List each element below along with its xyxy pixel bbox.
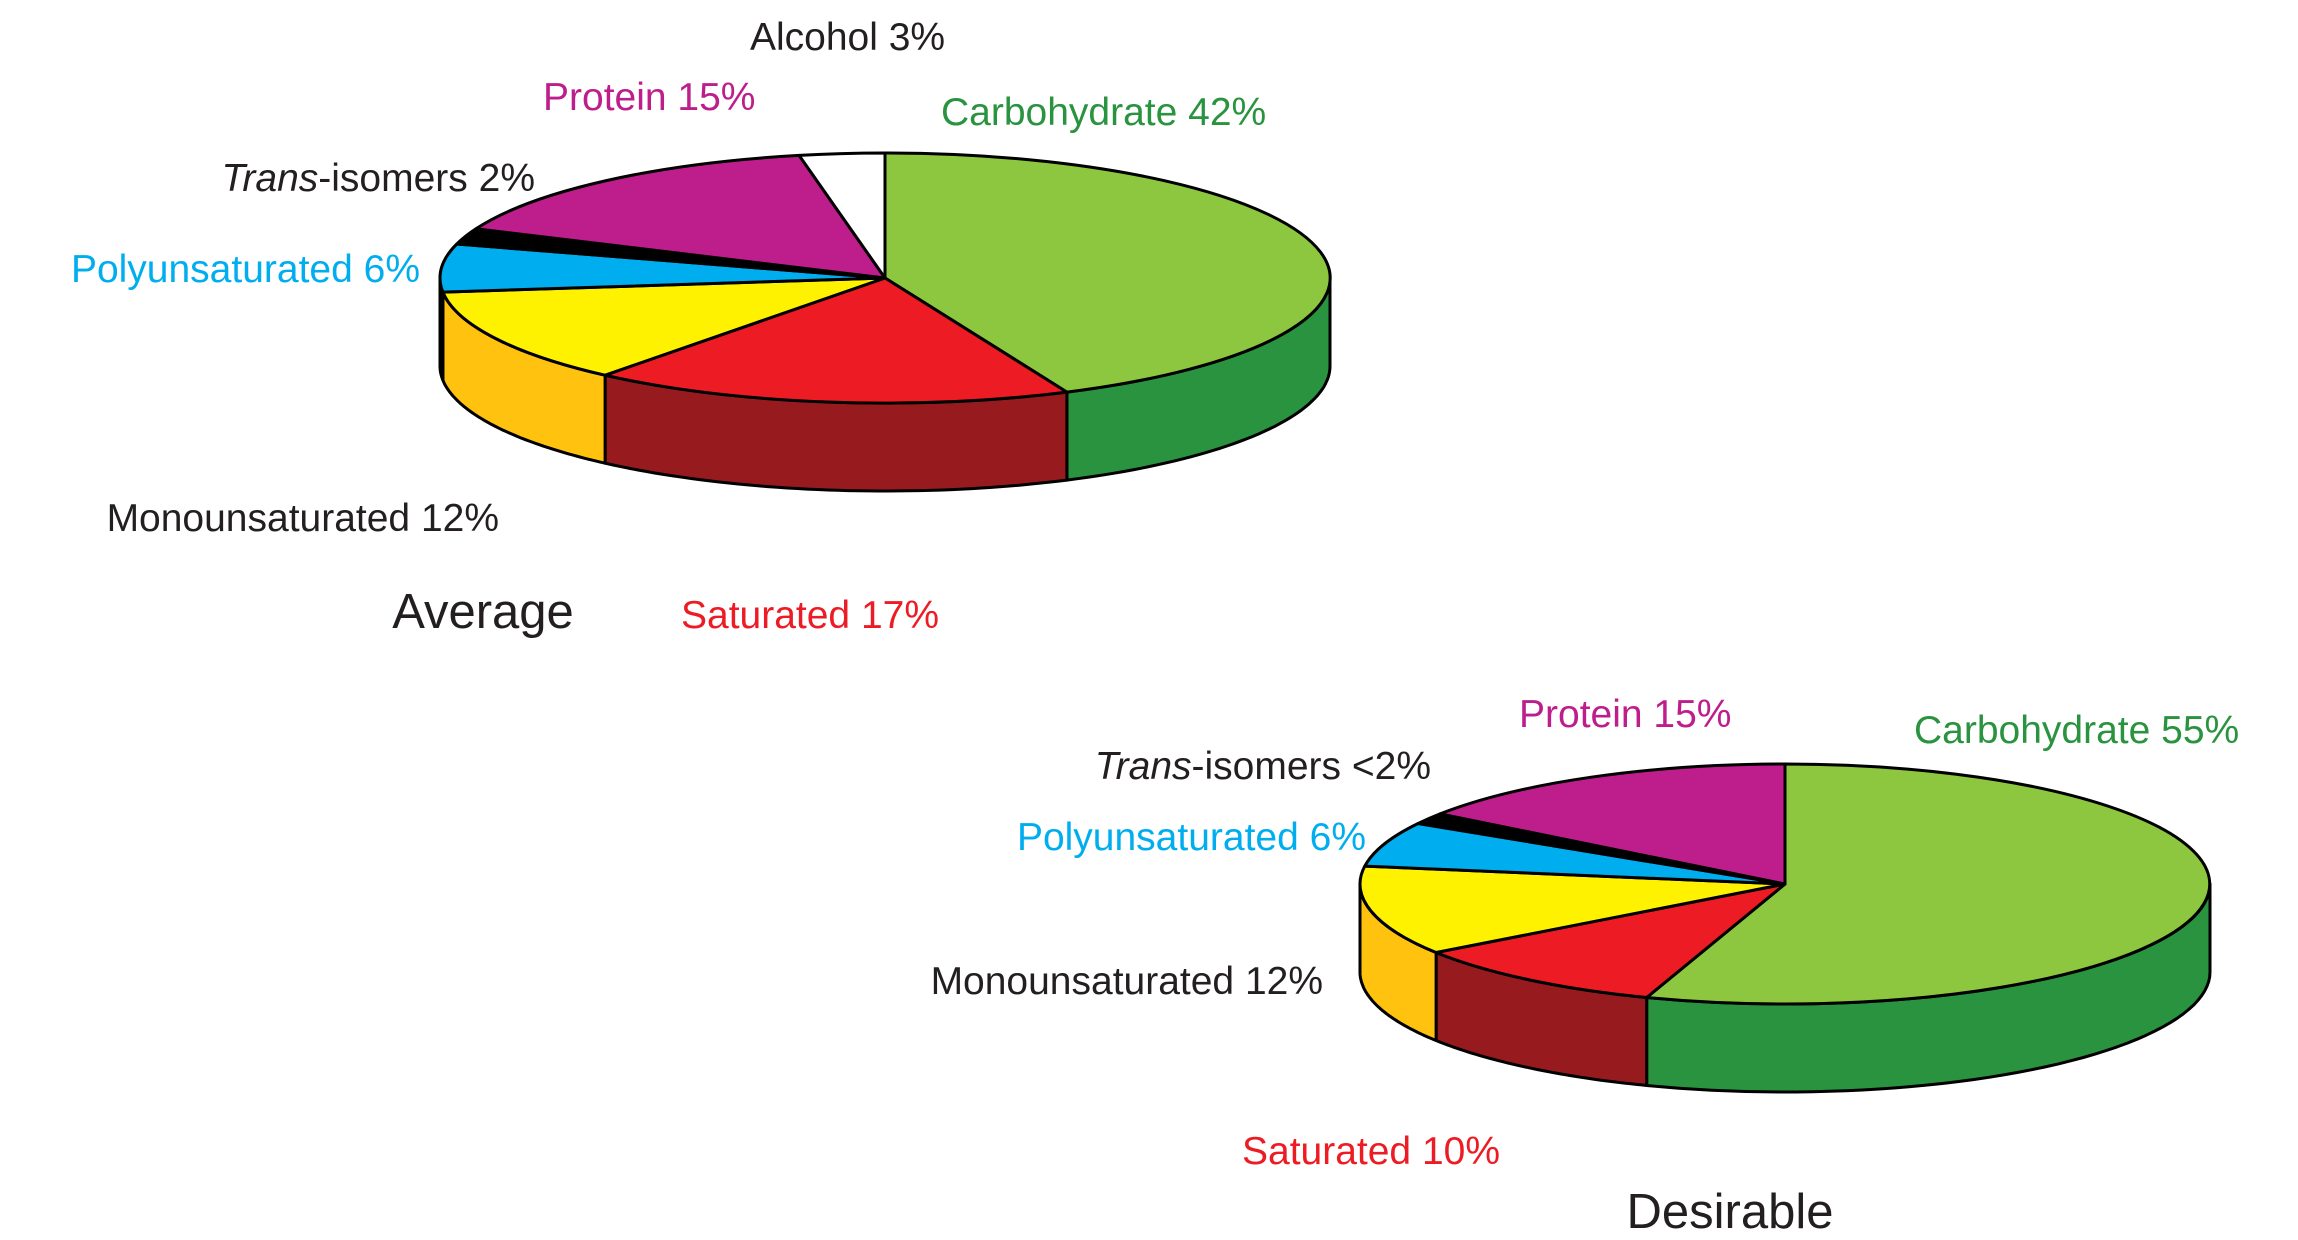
slice-label-carbohydrate: Carbohydrate 42% (941, 91, 1266, 134)
slice-top-carbohydrate (883, 151, 1332, 394)
slice-top-monounsaturated (441, 276, 887, 377)
chart-title: Average (392, 585, 574, 639)
slice-top-monounsaturated (1358, 864, 1787, 954)
slice-label-polyunsaturated: Polyunsaturated 6% (71, 248, 420, 291)
slice-label-trans: Trans-isomers 2% (221, 157, 535, 200)
slice-label-monounsaturated: Monounsaturated 12% (931, 960, 1323, 1003)
slice-label-trans: Trans-isomers <2% (1095, 745, 1431, 788)
slice-label-monounsaturated: Monounsaturated 12% (107, 497, 499, 540)
slice-top-polyunsaturated (438, 242, 887, 294)
pie-top-surface (1358, 762, 2212, 1006)
pie-labels: Carbohydrate 42% Saturated 17% Monounsatur… (71, 16, 1266, 637)
chart-title: Desirable (1627, 1185, 1834, 1239)
slice-label-italic: Trans (221, 157, 318, 200)
slice-top-carbohydrate (1645, 762, 2212, 1006)
slice-top-protein (1438, 762, 1787, 886)
slice-label-rest: -isomers 2% (318, 157, 535, 200)
slice-label-rest: -isomers <2% (1192, 745, 1431, 788)
slice-top-protein (474, 153, 887, 280)
slice-top-polyunsaturated (1363, 822, 1787, 886)
slice-label-saturated: Saturated 17% (681, 594, 939, 637)
slice-label-saturated: Saturated 10% (1242, 1130, 1500, 1173)
slice-top-saturated (1434, 882, 1787, 999)
desirable-pie-chart: Carbohydrate 55% Saturated 10% Monounsatur… (931, 693, 2240, 1239)
slice-label-italic: Trans (1095, 745, 1192, 788)
average-pie-chart: Carbohydrate 42% Saturated 17% Monounsatur… (71, 16, 1332, 639)
slice-top-saturated (603, 276, 1069, 405)
slice-label-polyunsaturated: Polyunsaturated 6% (1017, 816, 1366, 859)
slice-top-alcohol (797, 151, 887, 280)
slice-label-protein: Protein 15% (1519, 693, 1731, 736)
pie-top-surface (438, 151, 1332, 405)
slice-label-protein: Protein 15% (543, 76, 755, 119)
pie-labels: Carbohydrate 55% Saturated 10% Monounsatur… (931, 693, 2240, 1173)
slice-label-alcohol: Alcohol 3% (750, 16, 945, 59)
pie-side-walls (1358, 882, 2212, 1094)
slice-label-carbohydrate: Carbohydrate 55% (1914, 709, 2239, 752)
pie-side-walls (438, 276, 1332, 493)
